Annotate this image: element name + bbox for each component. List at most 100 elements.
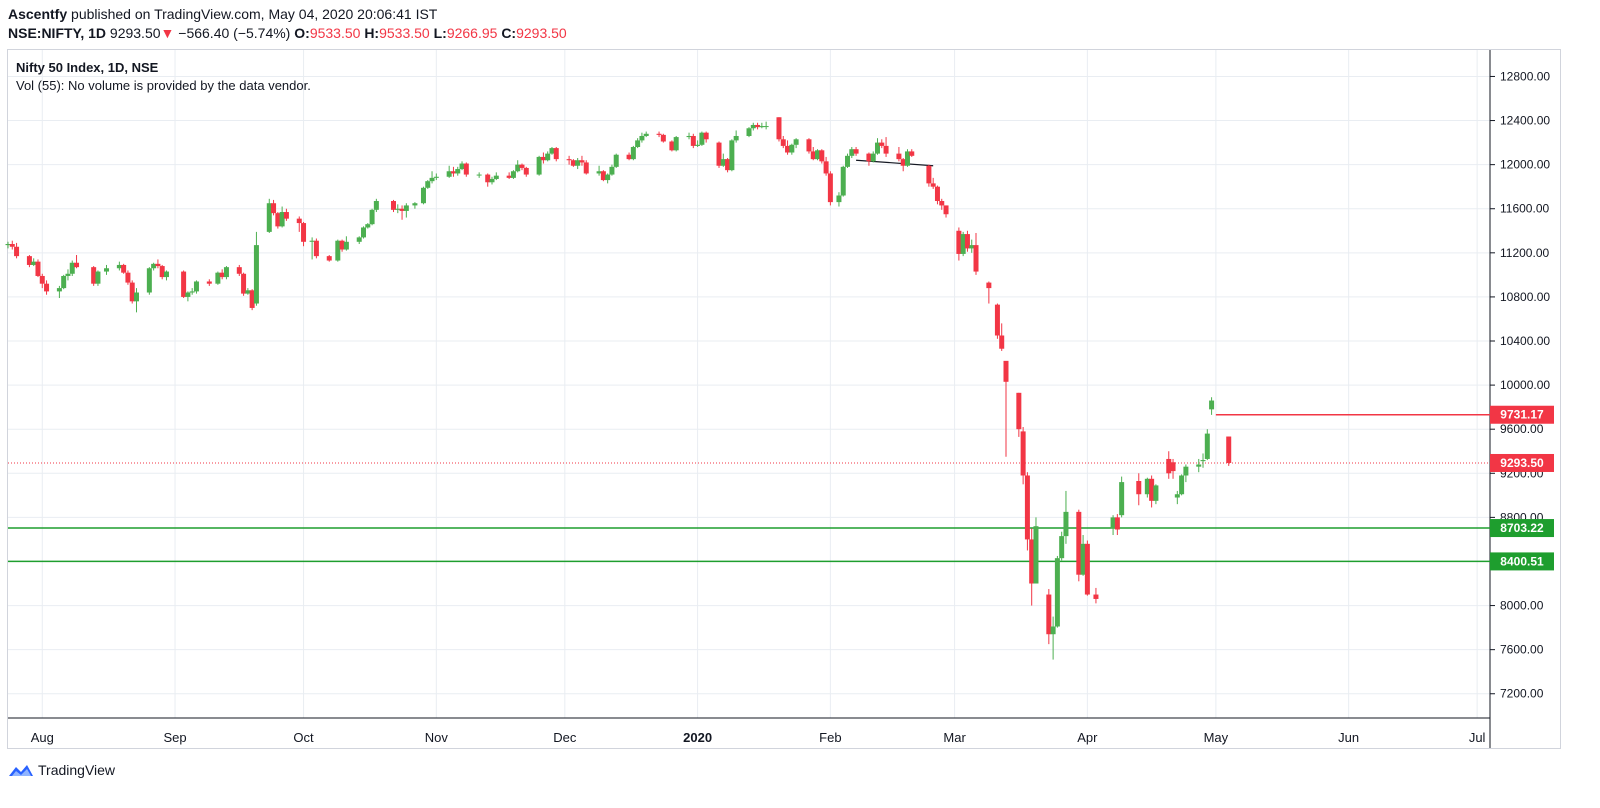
x-tick-label: Mar xyxy=(943,730,966,745)
candle-body xyxy=(206,281,212,284)
candle-body xyxy=(1114,517,1120,530)
candle-body xyxy=(780,139,786,146)
candle-body xyxy=(729,140,735,171)
price-line-tag xyxy=(1490,405,1554,424)
candle-body xyxy=(1016,392,1022,430)
candle-body xyxy=(1046,594,1052,635)
candle-body xyxy=(1119,482,1125,516)
candle-body xyxy=(540,156,546,161)
candle-body xyxy=(420,187,426,204)
candle-body xyxy=(219,272,225,278)
candle-body xyxy=(703,132,709,140)
candle-body xyxy=(369,209,375,225)
candle-body xyxy=(575,160,581,166)
candle-body xyxy=(853,149,859,154)
price-line-tag xyxy=(1490,552,1554,571)
close-label: C: xyxy=(501,25,517,41)
candle-body xyxy=(626,154,632,160)
candle-body xyxy=(69,262,75,274)
candle-body xyxy=(1054,558,1060,627)
candle-body xyxy=(245,290,251,294)
y-tick-label: 7600.00 xyxy=(1500,643,1544,657)
candle-body xyxy=(425,181,431,188)
candle-body xyxy=(579,160,585,163)
candle-body xyxy=(999,335,1005,349)
candle-body xyxy=(793,139,799,145)
candle-body xyxy=(343,241,349,250)
candle-body xyxy=(361,227,367,238)
candle-body xyxy=(789,144,795,153)
x-tick-label: Dec xyxy=(553,730,577,745)
candle-body xyxy=(91,267,97,284)
tradingview-footer[interactable]: TradingView xyxy=(8,762,115,778)
candle-body xyxy=(1183,466,1189,476)
candle-body xyxy=(630,147,636,160)
volume-legend: Vol (55): No volume is provided by the d… xyxy=(16,78,311,93)
candle-body xyxy=(1080,543,1086,575)
x-tick-label: May xyxy=(1204,730,1229,745)
candle-body xyxy=(61,275,67,289)
candle-body xyxy=(399,208,405,211)
candle-body xyxy=(1136,481,1142,495)
candle-body xyxy=(236,267,242,274)
candle-body xyxy=(845,155,851,167)
candle-body xyxy=(969,245,975,249)
candle-body xyxy=(1093,594,1099,599)
candle-body xyxy=(750,124,756,129)
tradingview-logo-icon xyxy=(9,765,33,776)
candle-body xyxy=(523,167,529,175)
candle-body xyxy=(193,281,199,292)
candle-body xyxy=(716,142,722,166)
candle-body xyxy=(840,166,846,196)
candle-body xyxy=(129,282,135,302)
y-tick-label: 9600.00 xyxy=(1500,422,1544,436)
candle-body xyxy=(806,139,812,152)
candle-body xyxy=(926,165,932,184)
candle-body xyxy=(506,175,512,178)
candle-body xyxy=(181,271,187,297)
price-line-label: 9731.17 xyxy=(1500,408,1544,422)
candle-body xyxy=(1209,400,1215,410)
candle-body xyxy=(450,171,456,174)
candle-body xyxy=(493,175,499,179)
candle-body xyxy=(1029,539,1035,584)
candle-body xyxy=(9,244,15,247)
candle-body xyxy=(1024,475,1030,540)
candle-body xyxy=(896,153,902,160)
candle-body xyxy=(720,159,726,166)
candle-body xyxy=(934,186,940,202)
candle-body xyxy=(960,234,966,254)
candle-body xyxy=(956,230,962,254)
candle-body xyxy=(104,268,110,272)
down-arrow-icon: ▼ xyxy=(160,25,175,41)
x-tick-label: Oct xyxy=(293,730,314,745)
candle-body xyxy=(785,145,791,153)
publisher-name[interactable]: Ascentfy xyxy=(8,6,68,22)
candle-body xyxy=(943,205,949,215)
candle-body xyxy=(1153,485,1159,501)
candle-body xyxy=(35,261,41,276)
candle-body xyxy=(819,150,825,162)
publish-info: Ascentfy published on TradingView.com, M… xyxy=(8,6,437,22)
candle-body xyxy=(519,164,525,168)
candle-body xyxy=(973,245,979,272)
candle-body xyxy=(1179,475,1185,495)
chart-legend-title: Nifty 50 Index, 1D, NSE xyxy=(16,60,159,75)
candle-body xyxy=(296,218,302,224)
y-tick-label: 10000.00 xyxy=(1500,378,1550,392)
candle-body xyxy=(1226,436,1232,463)
open-value: 9533.50 xyxy=(309,25,361,41)
candle-body xyxy=(159,266,165,278)
candle-body xyxy=(1166,458,1172,474)
candle-body xyxy=(823,161,829,174)
y-tick-label: 12800.00 xyxy=(1500,69,1550,83)
candle-body xyxy=(686,135,692,138)
candle-body xyxy=(695,144,701,146)
candle-body xyxy=(446,171,452,177)
candle-body xyxy=(1149,478,1155,501)
candle-body xyxy=(1196,464,1202,467)
candle-body xyxy=(930,183,936,187)
candle-body xyxy=(403,205,409,211)
candle-body xyxy=(733,135,739,141)
